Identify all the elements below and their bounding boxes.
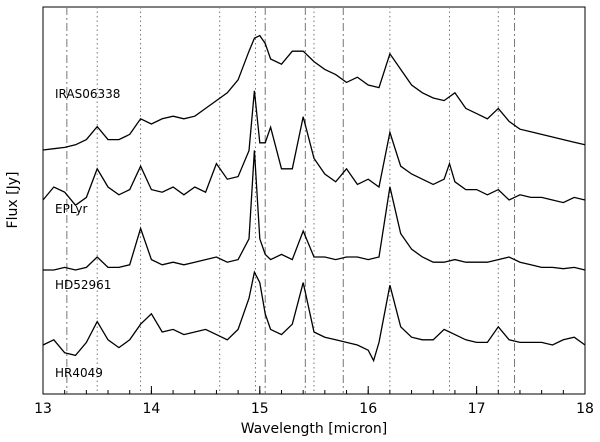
x-axis-ticks: 13 14 15 16 17 18 xyxy=(34,386,594,417)
x-tick-label: 17 xyxy=(468,401,486,417)
x-tick-label: 18 xyxy=(576,401,594,417)
series-label: EPLyr xyxy=(55,202,88,216)
y-axis-label: Flux [Jy] xyxy=(5,172,21,229)
series-line-hr4049 xyxy=(42,270,586,363)
x-tick-label: 13 xyxy=(34,401,52,417)
series-label: HD52961 xyxy=(55,278,111,292)
reference-lines xyxy=(66,7,516,394)
series-lines xyxy=(42,34,586,363)
series-line-eplyr xyxy=(42,90,586,207)
x-tick-label: 15 xyxy=(251,401,269,417)
series-label: HR4049 xyxy=(55,366,103,380)
x-tick-label: 14 xyxy=(142,401,160,417)
series-line-iras06338 xyxy=(42,34,586,151)
x-tick-label: 16 xyxy=(359,401,377,417)
x-axis-label: Wavelength [micron] xyxy=(241,421,388,437)
series-label: IRAS06338 xyxy=(55,87,120,101)
series-labels: IRAS06338 EPLyr HD52961 HR4049 xyxy=(55,87,120,380)
series-line-hd52961 xyxy=(43,150,586,271)
